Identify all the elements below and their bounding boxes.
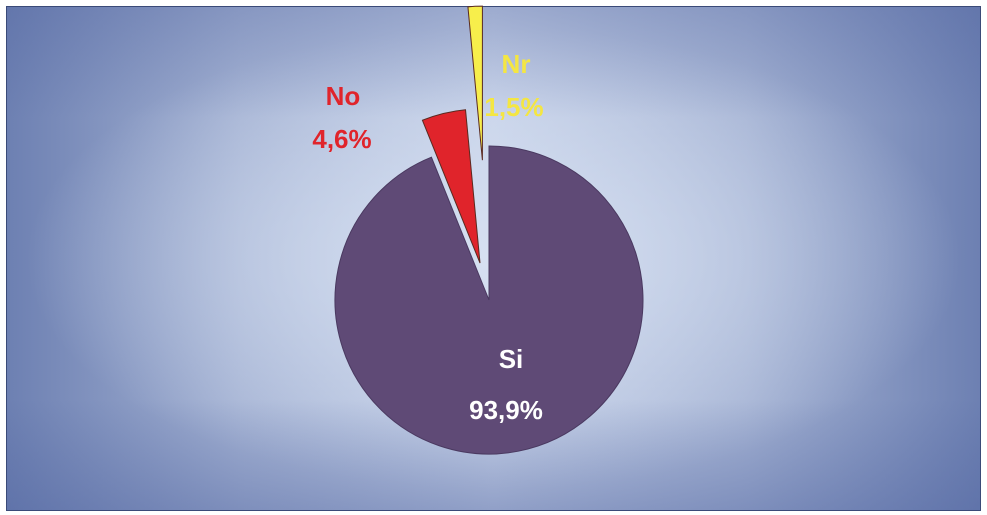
slice-value-nr: 1,5% bbox=[484, 92, 543, 122]
slice-value-no: 4,6% bbox=[312, 124, 371, 154]
slice-label-nr: Nr bbox=[502, 49, 531, 79]
pie-labels: Si 93,9% No 4,6% Nr 1,5% bbox=[312, 49, 543, 425]
pie-slices bbox=[334, 5, 644, 455]
slice-label-no: No bbox=[326, 81, 361, 111]
slice-label-si: Si bbox=[499, 344, 524, 374]
pie-slice-no bbox=[421, 109, 481, 264]
pie-slice-si bbox=[334, 145, 644, 455]
pie-slice-nr bbox=[467, 5, 483, 161]
slice-value-si: 93,9% bbox=[469, 395, 543, 425]
